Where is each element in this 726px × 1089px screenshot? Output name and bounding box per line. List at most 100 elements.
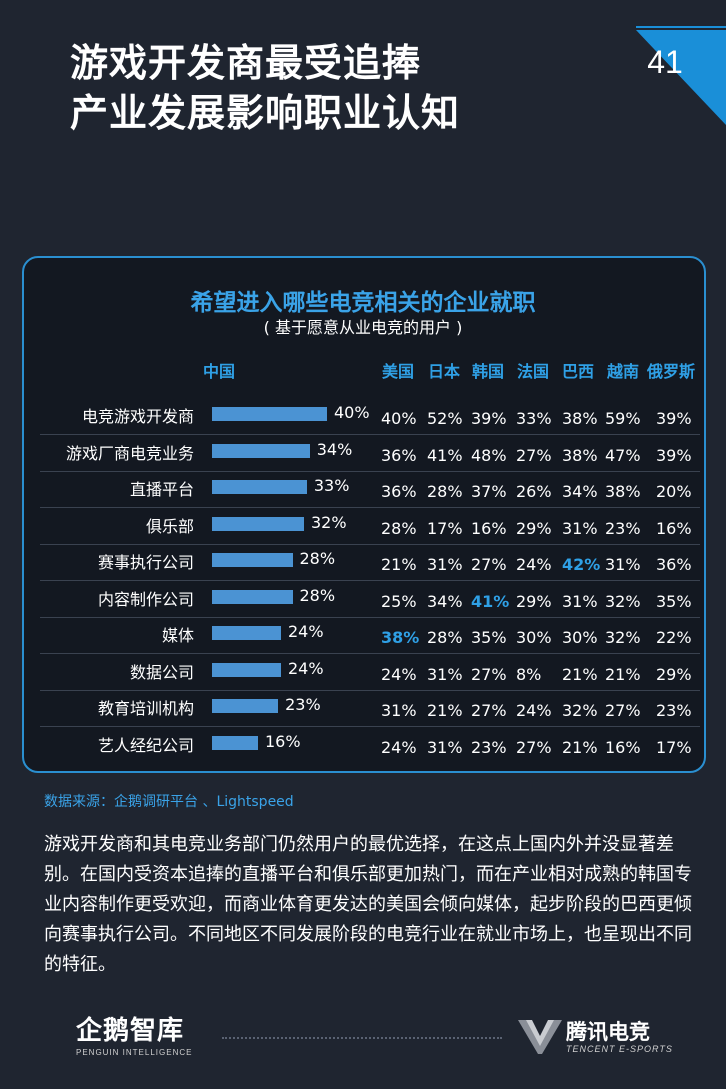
table-cell: 24% [516, 701, 552, 720]
bar-value-label: 34% [316, 439, 353, 459]
table-cell: 32% [605, 591, 641, 611]
row-label: 赛事执行公司 [97, 553, 194, 572]
table-cell: 29% [516, 591, 552, 611]
table-cell: 42% [562, 555, 601, 574]
table-cell: 17% [427, 518, 463, 538]
bar-value-label: 28% [299, 585, 336, 605]
table-cell: 40% [381, 409, 417, 428]
table-cell: 23% [656, 701, 692, 720]
page-corner-triangle [636, 26, 726, 125]
table-cell: 36% [381, 482, 417, 501]
table-cell: 31% [562, 518, 598, 538]
bar-value-label: 32% [311, 512, 347, 532]
table-cell: 28% [427, 482, 463, 501]
title-line-2: 产业发展影响职业认知 [70, 91, 461, 135]
bar [212, 480, 307, 494]
table-cell: 27% [471, 555, 507, 574]
table-cell: 24% [381, 737, 417, 757]
bar [212, 516, 304, 531]
bar [212, 735, 258, 750]
row-divider [40, 470, 700, 472]
penguin-intelligence-logo: 企鹅智库 [76, 1016, 185, 1046]
row-divider [40, 434, 700, 435]
table-cell: 41% [427, 445, 463, 465]
footer-divider [222, 1037, 502, 1039]
row-divider [40, 507, 700, 508]
bar-value-label: 40% [334, 403, 370, 422]
row-divider [40, 616, 700, 618]
table-cell: 38% [381, 628, 420, 647]
table-cell: 27% [516, 445, 552, 465]
table-cell: 47% [605, 445, 641, 465]
bar-value-label: 23% [285, 695, 321, 714]
title-line-1: 游戏开发商最受追捧 [70, 41, 422, 85]
row-label: 游戏厂商电竞业务 [65, 443, 194, 463]
table-cell: 29% [656, 664, 692, 684]
row-label: 内容制作公司 [97, 589, 194, 609]
table-cell: 59% [605, 409, 641, 428]
table-cell: 52% [427, 409, 463, 428]
column-header-2: 韩国 [472, 362, 505, 381]
table-cell: 31% [562, 591, 598, 611]
row-label: 电竞游戏开发商 [81, 407, 194, 426]
row-label: 俱乐部 [145, 516, 194, 536]
table-cell: 24% [516, 555, 552, 574]
table-cell: 16% [471, 518, 507, 538]
table-cell: 21% [381, 555, 417, 574]
table-cell: 30% [516, 628, 552, 647]
column-header-5: 越南 [607, 362, 640, 381]
table-cell: 21% [562, 737, 598, 757]
table-cell: 31% [605, 555, 641, 574]
bar [212, 443, 310, 458]
bar [212, 626, 281, 640]
penguin-intelligence-logo-sub: PENGUIN INTELLIGENCE [76, 1048, 193, 1057]
chart-subtitle: ( 基于愿意从业电竞的用户 ) [263, 318, 463, 337]
row-divider [40, 653, 700, 654]
row-divider [40, 689, 700, 691]
row-label: 直播平台 [129, 480, 194, 499]
bar [212, 553, 293, 567]
table-cell: 33% [516, 409, 552, 428]
column-header-1: 日本 [428, 362, 461, 381]
table-cell: 28% [381, 518, 417, 538]
table-cell: 31% [427, 664, 463, 684]
column-header-0: 美国 [382, 362, 415, 381]
table-cell: 38% [605, 482, 641, 501]
table-cell: 23% [605, 518, 641, 538]
row-divider [40, 543, 700, 545]
chart-panel [22, 256, 706, 773]
table-cell: 34% [427, 591, 463, 611]
table-cell: 21% [605, 664, 641, 684]
chart-title: 希望进入哪些电竞相关的企业就职 [190, 290, 536, 316]
table-cell: 39% [656, 445, 692, 465]
column-header-china: 中国 [203, 362, 236, 381]
table-cell: 27% [471, 701, 507, 720]
table-cell: 37% [471, 482, 507, 501]
table-cell: 39% [656, 409, 692, 428]
table-cell: 34% [562, 482, 598, 501]
table-cell: 32% [562, 701, 598, 720]
table-cell: 48% [471, 445, 507, 465]
table-cell: 27% [516, 737, 552, 757]
row-label: 艺人经纪公司 [97, 735, 194, 755]
summary-paragraph: 游戏开发商和其电竞业务部门仍然用户的最优选择，在这点上国内外并没显著差别。在国内… [44, 834, 692, 975]
table-cell: 39% [471, 409, 507, 428]
row-label: 教育培训机构 [97, 699, 194, 718]
table-cell: 35% [656, 591, 692, 611]
bar [212, 589, 293, 604]
table-cell: 27% [471, 664, 507, 684]
row-label: 媒体 [161, 626, 194, 645]
table-cell: 25% [381, 591, 417, 611]
table-cell: 17% [656, 737, 692, 757]
bar [212, 699, 279, 713]
page-title: 游戏开发商最受追捧 产业发展影响职业认知 [70, 38, 460, 138]
table-cell: 21% [427, 701, 463, 720]
table-cell: 30% [562, 628, 598, 647]
table-cell: 20% [656, 482, 692, 501]
table-cell: 36% [656, 555, 692, 574]
bar-value-label: 16% [265, 731, 301, 751]
table-cell: 38% [562, 409, 598, 428]
table-cell: 31% [427, 555, 463, 574]
table-cell: 41% [471, 591, 510, 611]
bar-value-label: 28% [299, 549, 336, 568]
